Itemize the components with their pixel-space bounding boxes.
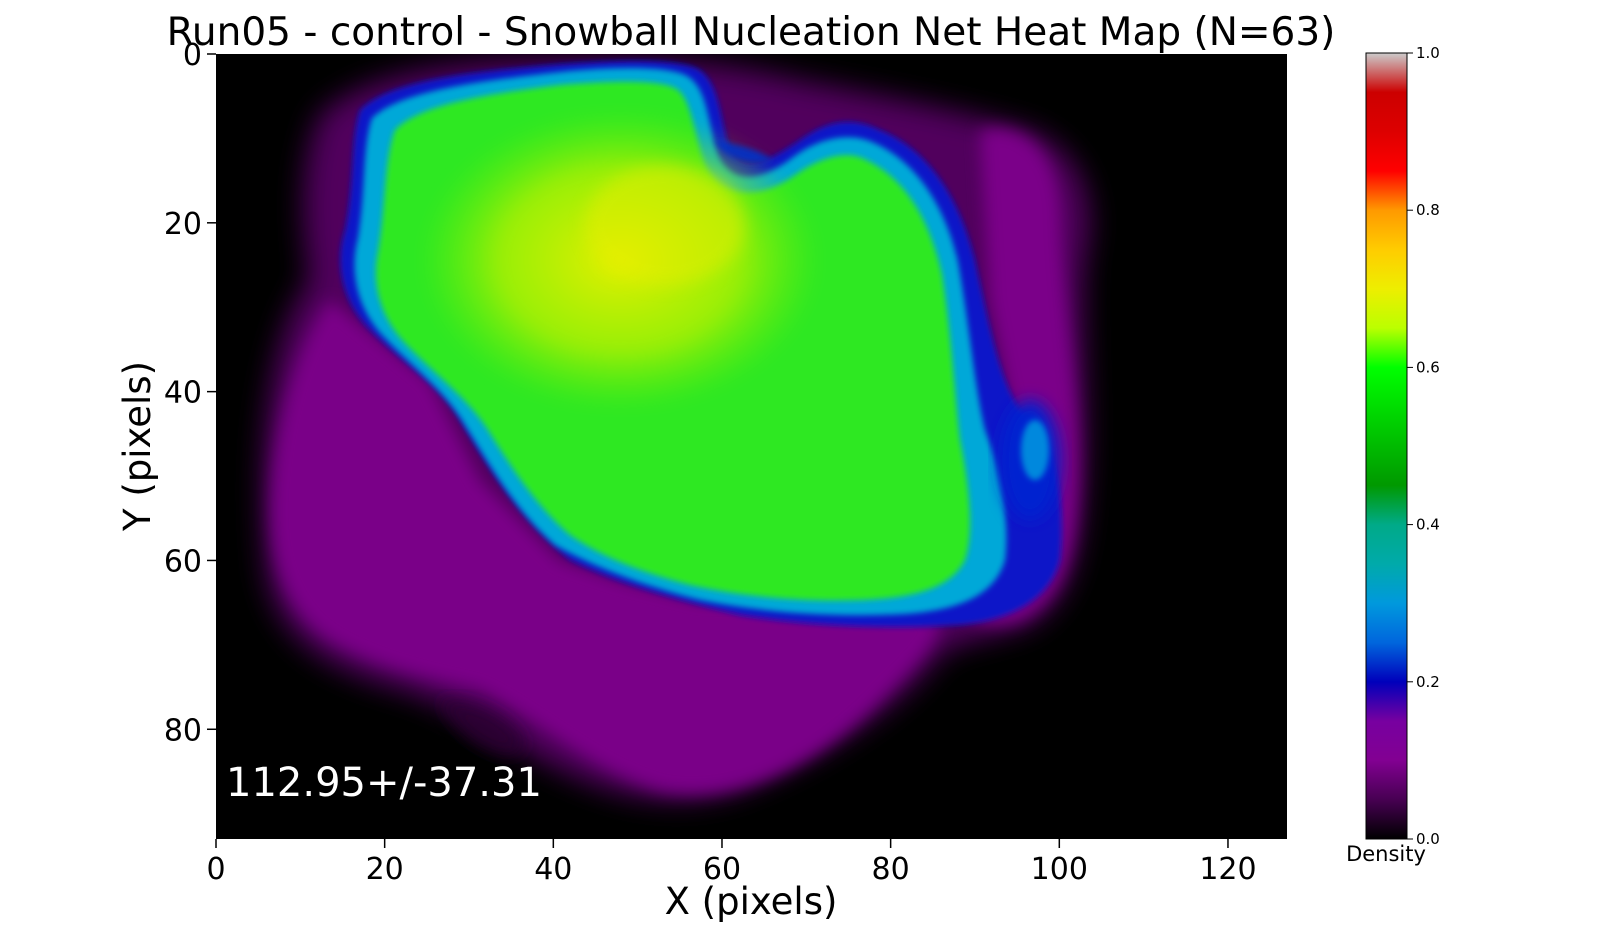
- dark-notch: [440, 700, 524, 755]
- x-tick-label: 40: [534, 852, 572, 887]
- colorbar-tick-label: 1.0: [1416, 44, 1440, 62]
- heatmap-plot-area: 112.95+/-37.31: [216, 54, 1287, 839]
- x-axis-label: X (pixels): [665, 880, 838, 923]
- lower-purple-lobe: [271, 300, 941, 793]
- x-tick-label: 80: [872, 852, 910, 887]
- heatmap-image: [262, 57, 1090, 801]
- yellow-hotspot: [585, 165, 745, 285]
- y-tick-label: 20: [164, 207, 202, 242]
- colorbar-tick-label: 0.8: [1416, 201, 1440, 219]
- top-dip: [715, 140, 772, 164]
- y-tick-label: 40: [164, 376, 202, 411]
- chart-title: Run05 - control - Snowball Nucleation Ne…: [167, 10, 1336, 55]
- colorbar-label: Density: [1346, 842, 1426, 866]
- y-tick-label: 0: [183, 38, 202, 73]
- x-tick-label: 120: [1199, 852, 1256, 887]
- y-tick-label: 60: [164, 544, 202, 579]
- colorbar-tick-label: 0.2: [1416, 673, 1440, 691]
- colorbar-tick-label: 0.0: [1416, 830, 1440, 848]
- colorbar-tick-label: 0.6: [1416, 358, 1440, 376]
- y-axis-ticks: 0 20 40 60 80: [164, 38, 216, 748]
- colorbar-ticks: 0.0 0.2 0.4 0.6 0.8 1.0: [1407, 44, 1440, 848]
- right-cyan-lobe: [1021, 420, 1049, 480]
- x-tick-label: 60: [703, 852, 741, 887]
- colorbar-gradient: [1365, 52, 1408, 840]
- x-axis-ticks: 0 20 40 60 80 100 120: [206, 839, 1257, 887]
- annotation-text: 112.95+/-37.31: [226, 760, 542, 806]
- x-tick-label: 100: [1031, 852, 1088, 887]
- y-axis-label: Y (pixels): [116, 361, 159, 532]
- colorbar-tick-label: 0.4: [1416, 516, 1440, 534]
- x-tick-label: 0: [206, 852, 225, 887]
- x-tick-label: 20: [366, 852, 404, 887]
- colorbar: 0.0 0.2 0.4 0.6 0.8 1.0 Density: [1346, 44, 1440, 866]
- y-tick-label: 80: [164, 713, 202, 748]
